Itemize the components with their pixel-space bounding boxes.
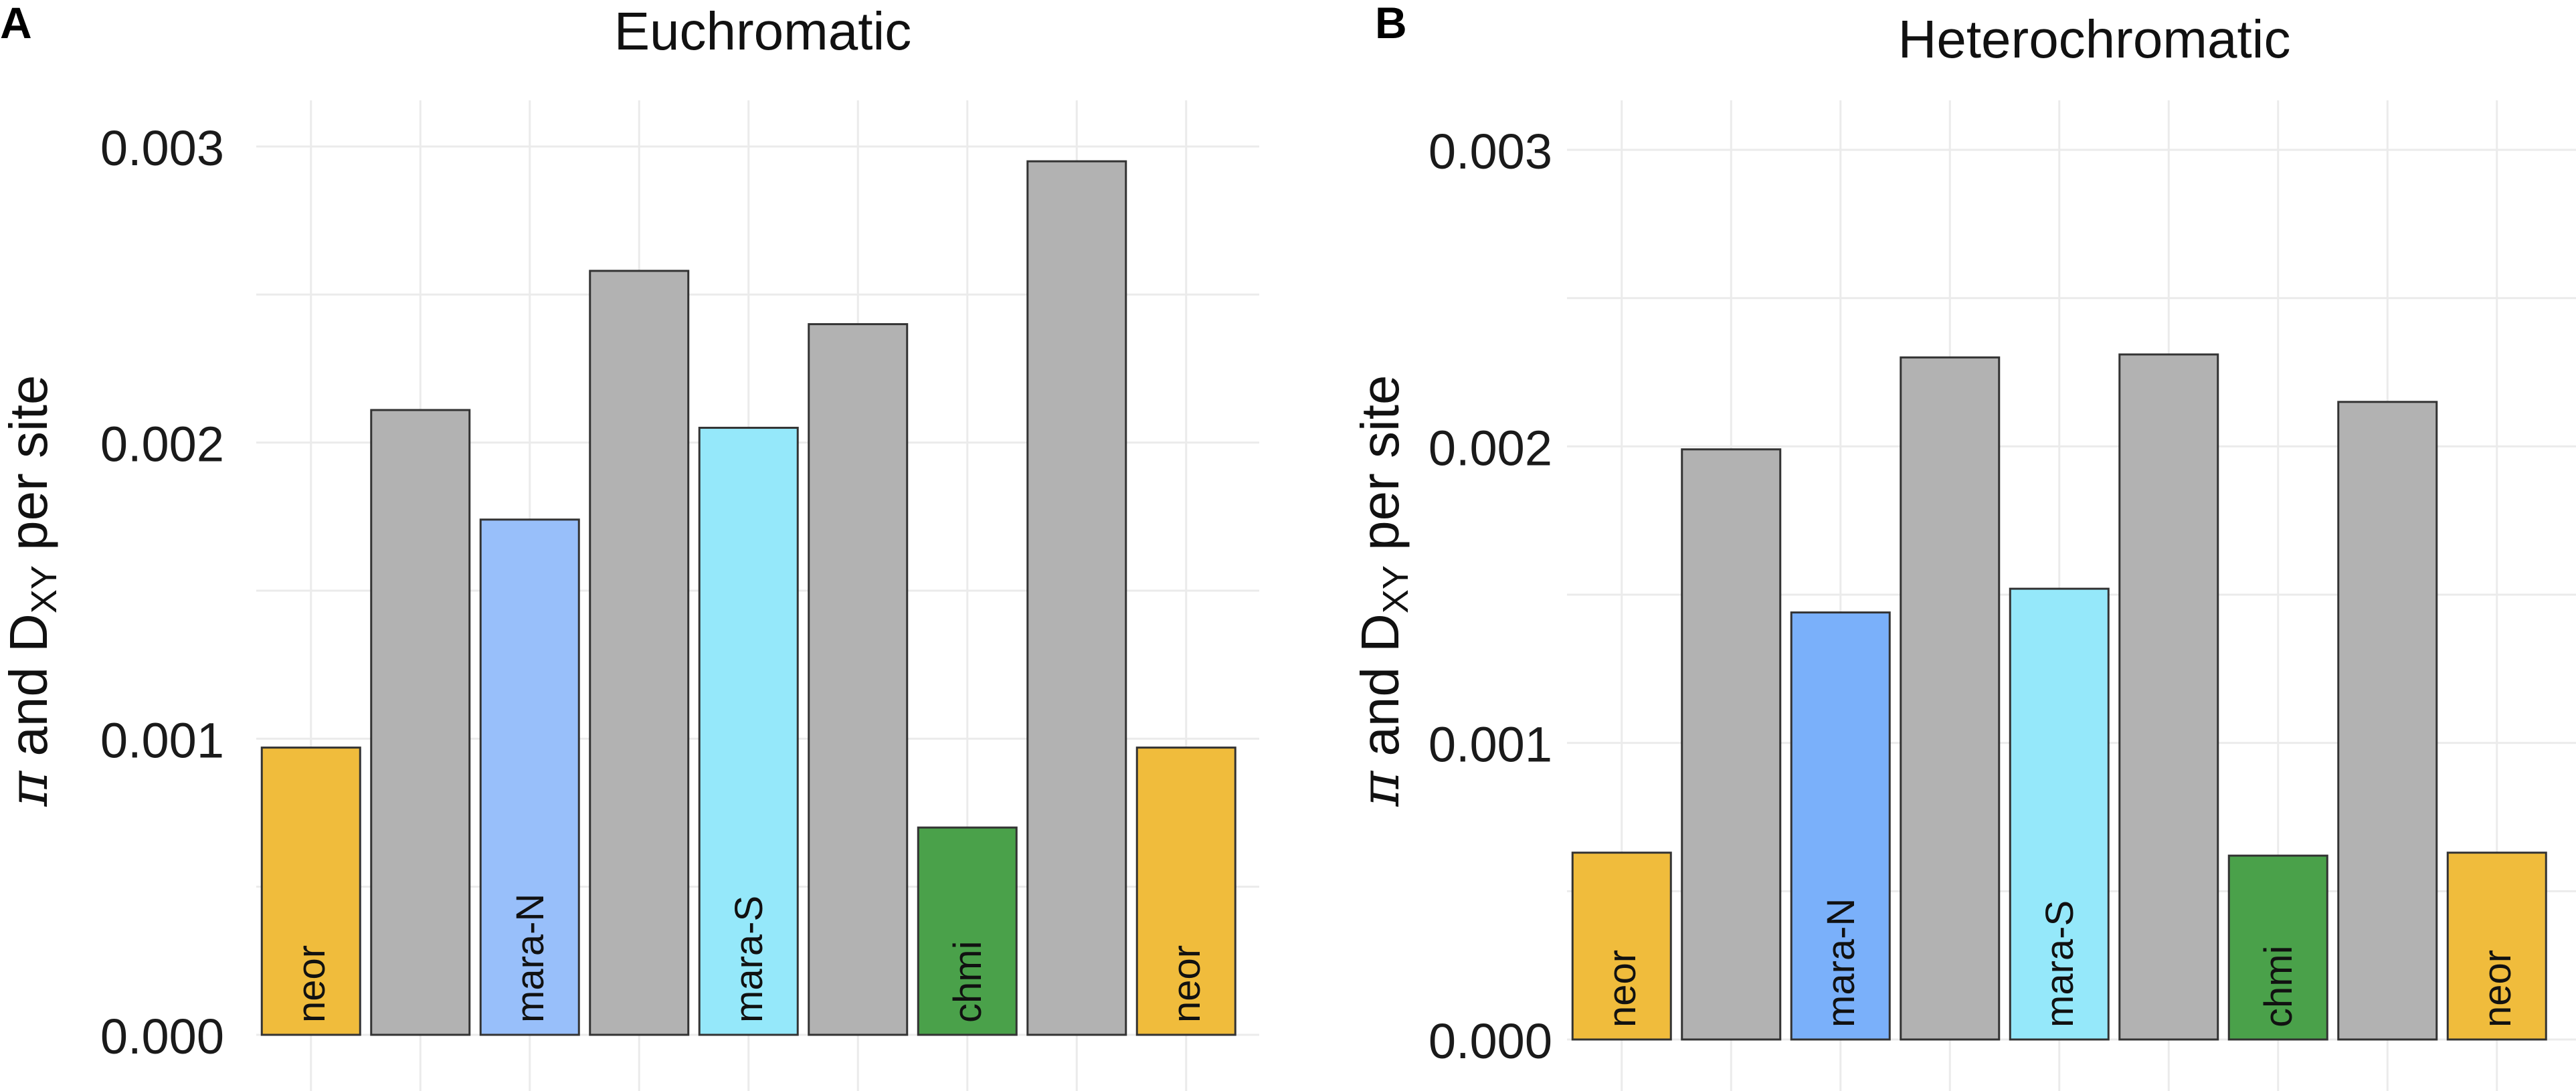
y-axis-label-suffix: per site: [1350, 375, 1410, 566]
bar: [1900, 356, 2001, 1041]
bar: [1681, 448, 1782, 1041]
bar: [1571, 852, 1672, 1041]
bar: [370, 409, 471, 1036]
panel-a: 0.000 0.001 0.002 0.003 neor mara-N mara-S chmi…: [0, 0, 1259, 1091]
y-axis-label-pi: π: [0, 770, 60, 807]
y-axis-label: π and DXY per site: [0, 375, 64, 807]
y-tick-label: 0.002: [100, 417, 224, 472]
bar: [2337, 401, 2438, 1041]
panel-label: B: [1375, 0, 1407, 47]
bar-label: neor: [290, 945, 333, 1023]
bar: [917, 826, 1018, 1036]
bar-label: neor: [1165, 945, 1208, 1023]
bar-label: neor: [2476, 950, 2519, 1027]
y-tick-label: 0.003: [1429, 124, 1552, 179]
bar-label: mara-S: [727, 896, 771, 1023]
bar-label: mara-N: [509, 894, 552, 1023]
bar-label: chmi: [2257, 946, 2300, 1027]
bar: [589, 270, 690, 1036]
y-tick-label: 0.002: [1429, 420, 1552, 476]
panel-label: A: [0, 0, 32, 47]
bar-label: neor: [1600, 950, 1644, 1027]
panel-b: 0.000 0.001 0.002 0.003 neor mara-N mara-S chmi…: [1349, 0, 2576, 1091]
bar-label: mara-N: [1819, 898, 1863, 1027]
y-tick-label: 0.000: [1429, 1013, 1552, 1069]
bar-label: chmi: [946, 941, 990, 1023]
y-axis-ticks: 0.000 0.001 0.002 0.003: [1429, 124, 1552, 1069]
y-axis-label-text: and D: [0, 613, 58, 771]
chart-title: Heterochromatic: [1898, 9, 2291, 69]
bars: neor mara-N mara-S chmi neor: [260, 160, 1236, 1036]
bar: [2009, 587, 2110, 1041]
y-axis-label-subscript: XY: [24, 565, 64, 613]
bar: [2446, 852, 2547, 1041]
bar: [808, 323, 909, 1036]
y-tick-label: 0.000: [100, 1009, 224, 1064]
y-axis-ticks: 0.000 0.001 0.002 0.003: [100, 120, 224, 1064]
y-axis-label-pi: π: [1349, 770, 1411, 807]
bar: [260, 747, 361, 1036]
y-tick-label: 0.001: [1429, 717, 1552, 773]
y-tick-label: 0.003: [100, 120, 224, 176]
bar: [1135, 747, 1236, 1036]
bar-label: mara-S: [2038, 900, 2082, 1027]
bar: [2118, 353, 2219, 1041]
y-axis-label-subscript: XY: [1376, 565, 1416, 613]
y-axis-label: π and DXY per site: [1349, 375, 1416, 807]
bar: [1790, 611, 1891, 1041]
bar: [479, 518, 580, 1036]
bars: neor mara-N mara-S chmi neor: [1571, 353, 2547, 1041]
y-axis-label-suffix: per site: [0, 375, 58, 566]
bar: [698, 427, 799, 1036]
y-axis-label-text: and D: [1350, 613, 1410, 771]
bar: [1026, 160, 1127, 1036]
bar: [2227, 854, 2328, 1041]
y-tick-label: 0.001: [100, 712, 224, 768]
chart-title: Euchromatic: [614, 1, 912, 61]
